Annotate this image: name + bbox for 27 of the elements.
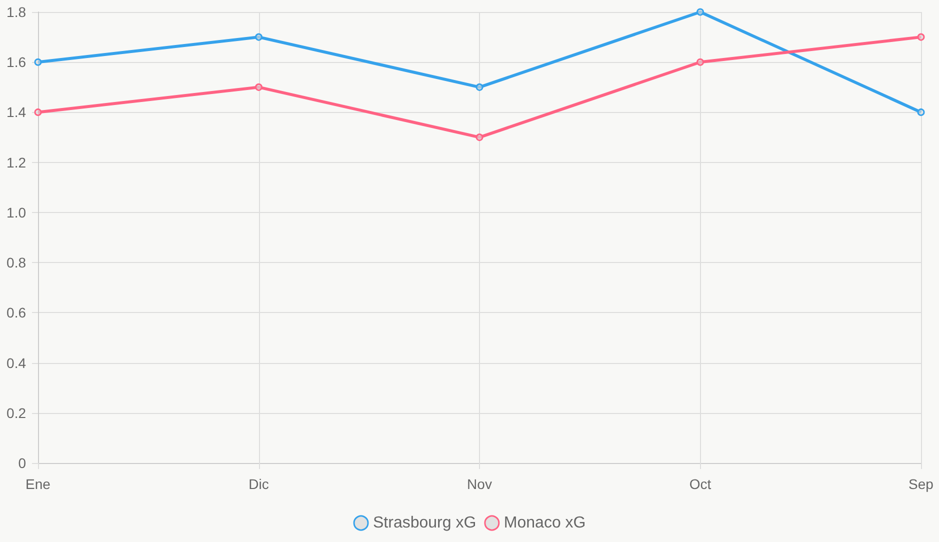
x-tick-label: Ene <box>26 476 51 492</box>
y-tick-label: 0.6 <box>6 304 26 321</box>
y-tick-label: 0 <box>18 455 26 471</box>
point <box>696 8 704 16</box>
x-tick-label: Dic <box>248 476 269 492</box>
y-tick-label: 1.2 <box>6 154 26 170</box>
point <box>696 58 704 66</box>
y-tick-label: 1.6 <box>6 54 26 70</box>
y-tick-label: 1.0 <box>6 204 26 220</box>
y-tick-label: 1.8 <box>6 4 26 20</box>
point <box>476 134 484 142</box>
point <box>255 33 262 41</box>
y-tick-label: 1.4 <box>6 104 26 120</box>
point <box>917 108 925 116</box>
y-tick-label: 0.2 <box>6 404 26 421</box>
x-tick-label: Sep <box>908 476 934 492</box>
legend-label: Monaco xG <box>504 514 586 532</box>
point <box>34 58 42 66</box>
x-tick-label: Oct <box>689 476 712 492</box>
point <box>255 83 262 91</box>
legend-label: Strasbourg xG <box>373 514 476 532</box>
y-tick-label: 0.4 <box>6 354 26 371</box>
y-tick-label: 0.8 <box>6 254 26 271</box>
point <box>917 33 925 41</box>
x-tick-label: Nov <box>467 476 492 492</box>
point <box>34 108 42 116</box>
point <box>476 83 484 91</box>
